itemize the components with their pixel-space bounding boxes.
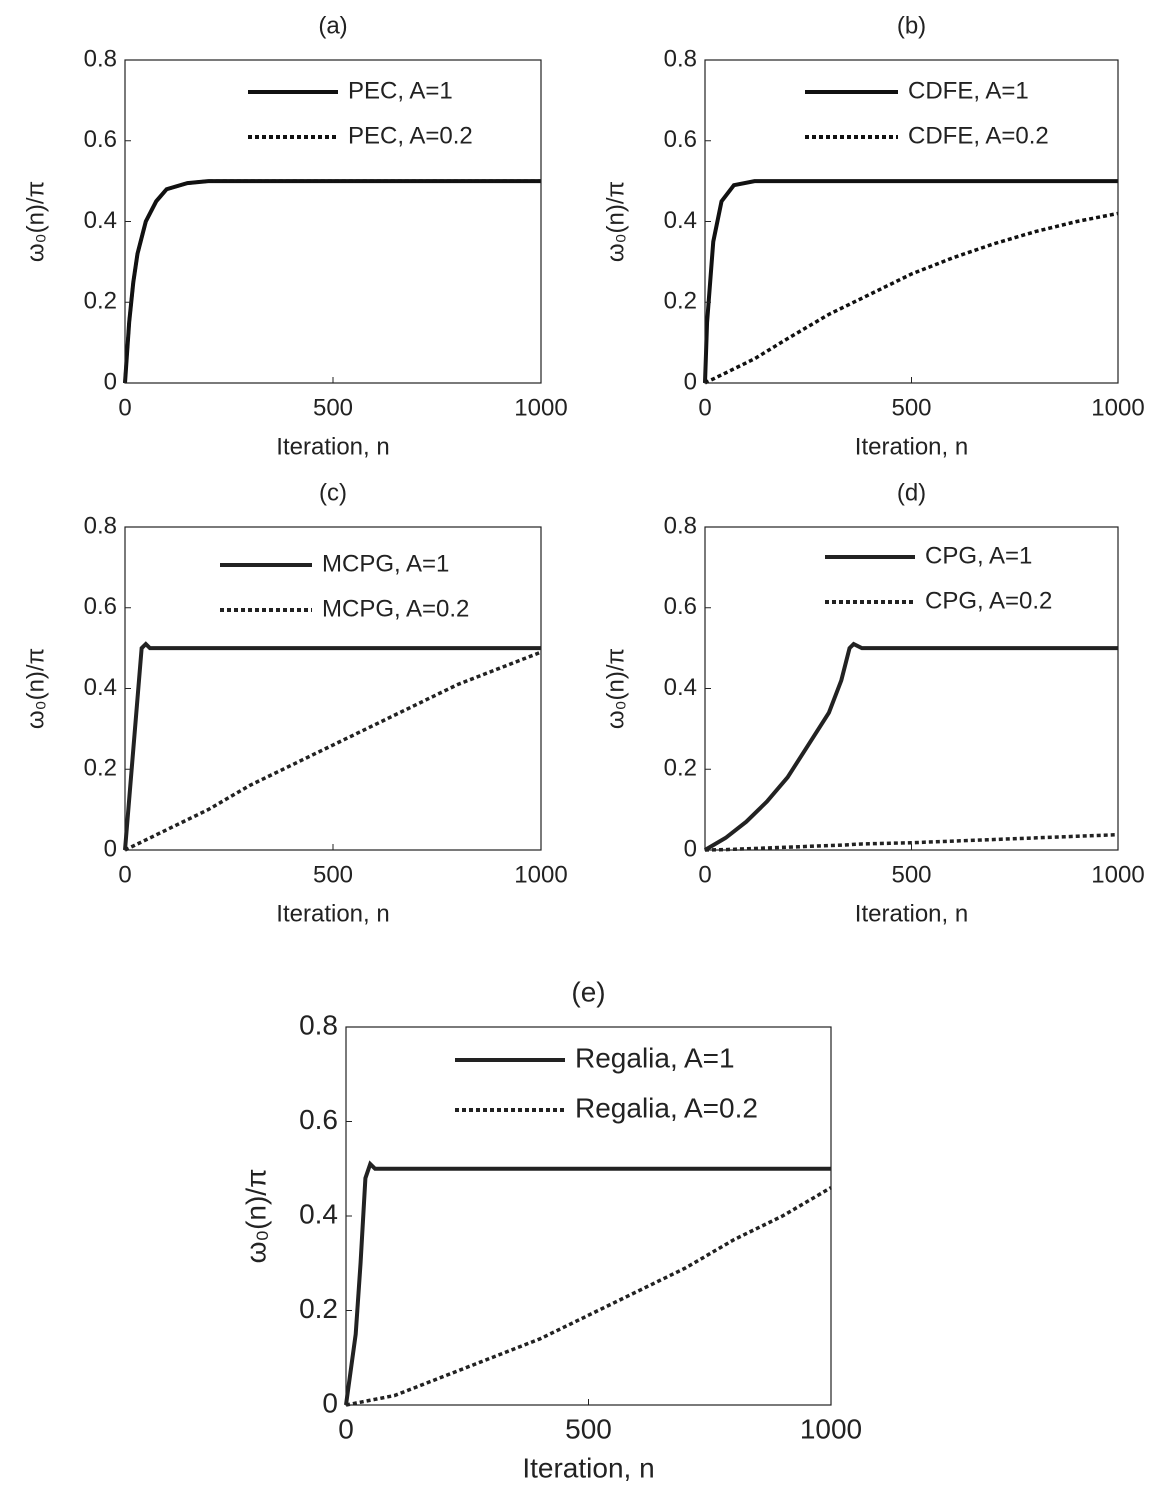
- data-line: [703, 641, 1118, 852]
- subplot-title: (e): [571, 976, 605, 1007]
- x-tick-label: 0: [698, 861, 711, 888]
- subplot-title: (d): [897, 479, 926, 506]
- subplot-title: (a): [318, 12, 347, 39]
- legend-label: CPG, A=0.2: [925, 587, 1052, 614]
- x-tick-label: 1000: [514, 394, 567, 421]
- x-tick-label: 0: [338, 1413, 354, 1444]
- x-tick-label: 0: [698, 394, 711, 421]
- x-tick-label: 1000: [1091, 394, 1144, 421]
- y-tick-label: 0: [322, 1387, 338, 1418]
- x-tick-label: 500: [891, 394, 931, 421]
- data-line: [704, 832, 1119, 852]
- axes-box: [704, 59, 1119, 384]
- y-tick-label: 0.8: [84, 45, 117, 72]
- x-tick-label: 500: [565, 1413, 612, 1444]
- y-tick-label: 0: [684, 368, 697, 395]
- legend-label: MCPG, A=0.2: [322, 595, 469, 622]
- legend-label: PEC, A=1: [348, 77, 453, 104]
- axes-box: [124, 59, 542, 384]
- y-tick-label: 0.6: [84, 593, 117, 620]
- legend-label: Regalia, A=1: [575, 1042, 735, 1073]
- data-line: [124, 650, 542, 852]
- subplot-title: (b): [897, 12, 926, 39]
- data-line: [123, 641, 541, 851]
- y-axis-label: ω₀(n)/π: [240, 1169, 271, 1264]
- subplot-title: (c): [319, 479, 347, 506]
- data-line: [345, 1186, 832, 1407]
- x-tick-label: 0: [118, 394, 131, 421]
- data-line: [344, 1160, 831, 1406]
- y-axis-label: ω₀(n)/π: [602, 648, 629, 729]
- x-axis-label: Iteration, n: [276, 433, 389, 460]
- x-tick-label: 1000: [514, 861, 567, 888]
- x-tick-label: 500: [313, 861, 353, 888]
- legend-label: MCPG, A=1: [322, 550, 449, 577]
- y-tick-label: 0.4: [84, 207, 117, 234]
- x-tick-label: 500: [313, 394, 353, 421]
- y-tick-label: 0.4: [299, 1198, 338, 1229]
- y-tick-label: 0.6: [84, 126, 117, 153]
- data-line: [704, 211, 1119, 385]
- y-tick-label: 0: [104, 368, 117, 395]
- data-line: [123, 179, 541, 384]
- data-line: [703, 179, 1118, 384]
- x-tick-label: 1000: [800, 1413, 862, 1444]
- y-tick-label: 0.4: [664, 674, 697, 701]
- x-axis-label: Iteration, n: [522, 1452, 654, 1483]
- legend-label: Regalia, A=0.2: [575, 1092, 758, 1123]
- y-tick-label: 0.8: [664, 45, 697, 72]
- y-tick-label: 0.2: [84, 755, 117, 782]
- y-tick-label: 0.8: [664, 512, 697, 539]
- x-tick-label: 0: [118, 861, 131, 888]
- y-axis-label: ω₀(n)/π: [602, 181, 629, 262]
- legend-label: CDFE, A=1: [908, 77, 1029, 104]
- y-tick-label: 0.6: [664, 593, 697, 620]
- y-tick-label: 0.2: [664, 288, 697, 315]
- y-tick-label: 0: [104, 835, 117, 862]
- legend-label: CDFE, A=0.2: [908, 122, 1049, 149]
- y-axis-label: ω₀(n)/π: [22, 648, 49, 729]
- y-tick-label: 0.2: [664, 755, 697, 782]
- y-tick-label: 0.4: [664, 207, 697, 234]
- y-tick-label: 0.6: [664, 126, 697, 153]
- x-tick-label: 1000: [1091, 861, 1144, 888]
- x-axis-label: Iteration, n: [855, 433, 968, 460]
- y-tick-label: 0.2: [299, 1293, 338, 1324]
- x-axis-label: Iteration, n: [855, 900, 968, 927]
- legend-label: CPG, A=1: [925, 542, 1032, 569]
- x-tick-label: 500: [891, 861, 931, 888]
- y-tick-label: 0: [684, 835, 697, 862]
- y-tick-label: 0.8: [299, 1009, 338, 1040]
- y-tick-label: 0.2: [84, 288, 117, 315]
- legend-label: PEC, A=0.2: [348, 122, 473, 149]
- y-tick-label: 0.8: [84, 512, 117, 539]
- x-axis-label: Iteration, n: [276, 900, 389, 927]
- y-tick-label: 0.4: [84, 674, 117, 701]
- y-tick-label: 0.6: [299, 1104, 338, 1135]
- axes-box: [345, 1026, 832, 1406]
- y-axis-label: ω₀(n)/π: [22, 181, 49, 262]
- data-line: [123, 179, 541, 384]
